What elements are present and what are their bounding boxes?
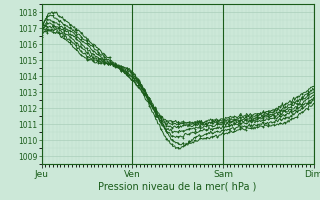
X-axis label: Pression niveau de la mer( hPa ): Pression niveau de la mer( hPa ) — [99, 181, 257, 191]
